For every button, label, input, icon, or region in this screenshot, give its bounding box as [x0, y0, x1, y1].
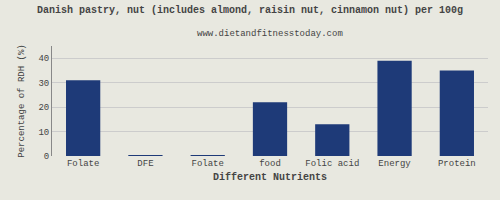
svg-text:www.dietandfitnesstoday.com: www.dietandfitnesstoday.com: [197, 29, 343, 39]
svg-text:40: 40: [38, 54, 49, 64]
svg-text:Protein: Protein: [438, 159, 476, 169]
svg-text:Different Nutrients: Different Nutrients: [213, 172, 327, 183]
svg-text:Folic acid: Folic acid: [305, 159, 359, 169]
svg-text:10: 10: [38, 128, 49, 138]
svg-text:food: food: [259, 159, 281, 169]
svg-text:20: 20: [38, 103, 49, 113]
svg-text:Folate: Folate: [67, 159, 99, 169]
svg-text:0: 0: [44, 152, 49, 162]
svg-text:30: 30: [38, 79, 49, 89]
svg-text:Danish pastry, nut (includes a: Danish pastry, nut (includes almond, rai…: [37, 5, 463, 16]
svg-text:Energy: Energy: [378, 159, 411, 169]
svg-text:Percentage of RDH (%): Percentage of RDH (%): [17, 44, 27, 157]
svg-text:Folate: Folate: [192, 159, 224, 169]
svg-text:DFE: DFE: [137, 159, 153, 169]
